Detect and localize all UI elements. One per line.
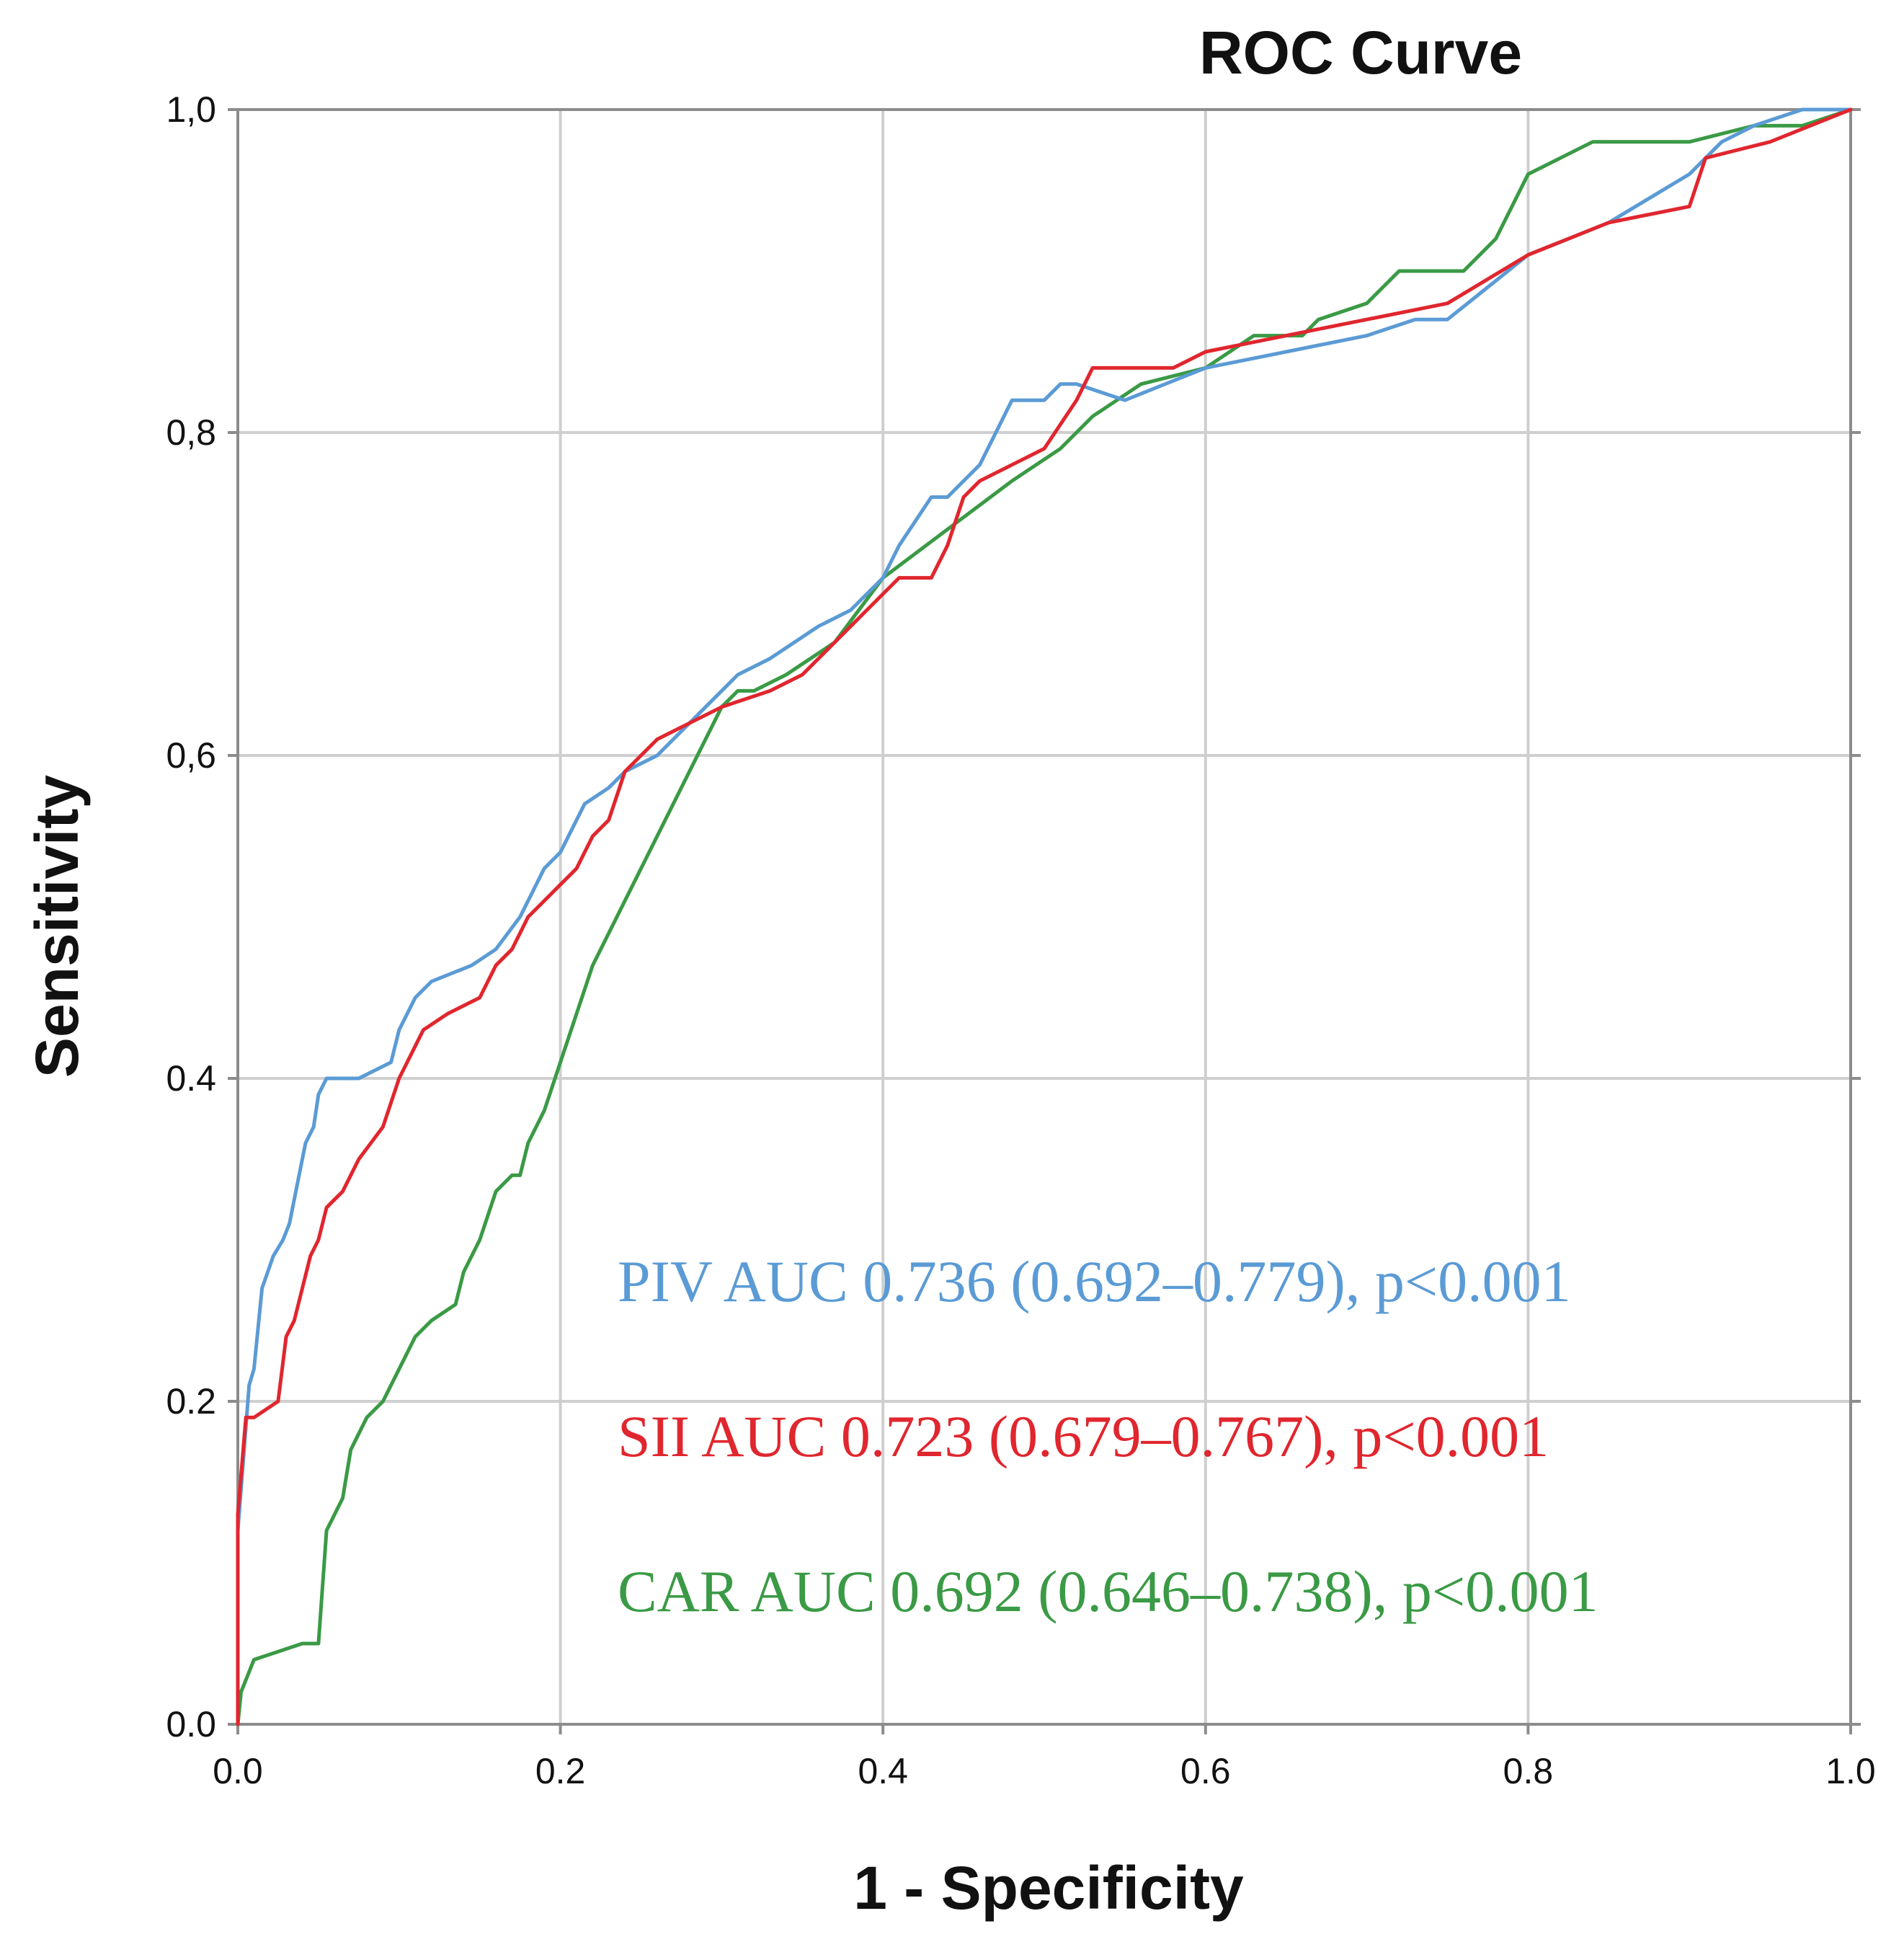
y-tick-label: 0,8 [166, 412, 216, 453]
chart-title: ROC Curve [1199, 19, 1522, 87]
x-tick-label: 0.8 [1503, 1751, 1554, 1791]
car-curve [236, 107, 1853, 1726]
x-tick-label: 0.2 [535, 1751, 586, 1791]
grid [228, 108, 1861, 1734]
x-tick-label: 1.0 [1825, 1751, 1876, 1791]
annotation-sii: SII AUC 0.723 (0.679–0.767), p<0.001 [618, 1404, 1549, 1469]
x-tick-label: 0.0 [213, 1751, 263, 1791]
piv-curve [236, 107, 1853, 1726]
plot-frame [236, 108, 1852, 1726]
y-tick-label: 0.0 [166, 1704, 216, 1744]
annotation-car: CAR AUC 0.692 (0.646–0.738), p<0.001 [618, 1558, 1598, 1624]
y-tick-labels: 0.0 0.2 0.4 0,6 0,8 1,0 [166, 89, 216, 1744]
y-tick-label: 0.4 [166, 1058, 216, 1099]
sii-curve [236, 107, 1853, 1726]
y-tick-label: 1,0 [166, 89, 216, 130]
x-axis-label: 1 - Specificity [853, 1854, 1244, 1922]
x-tick-label: 0.6 [1180, 1751, 1231, 1791]
y-tick-label: 0.2 [166, 1381, 216, 1422]
roc-curves [236, 107, 1853, 1726]
y-tick-label: 0,6 [166, 735, 216, 776]
y-axis-label: Sensitivity [23, 775, 91, 1078]
x-tick-label: 0.4 [858, 1751, 908, 1791]
x-tick-labels: 0.0 0.2 0.4 0.6 0.8 1.0 [213, 1751, 1876, 1791]
annotation-piv: PIV AUC 0.736 (0.692–0.779), p<0.001 [618, 1249, 1571, 1314]
